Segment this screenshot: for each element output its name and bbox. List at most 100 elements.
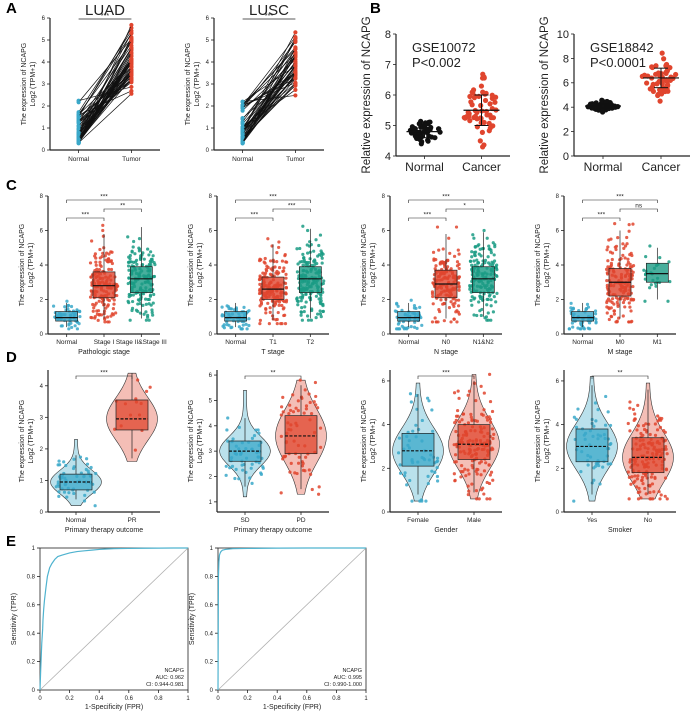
data-point bbox=[111, 313, 115, 317]
y-tick-label: 0 bbox=[209, 332, 213, 338]
data-point bbox=[598, 482, 602, 486]
y-tick-label: 2 bbox=[209, 475, 213, 481]
y-tick-label: 2 bbox=[206, 104, 210, 110]
tumor-point bbox=[129, 78, 134, 83]
data-point bbox=[629, 482, 633, 486]
data-point bbox=[613, 222, 617, 226]
sig-label: *** bbox=[616, 194, 624, 201]
data-point bbox=[317, 243, 321, 248]
data-point bbox=[605, 311, 609, 315]
data-point bbox=[628, 458, 632, 462]
data-point bbox=[318, 312, 323, 316]
data-point bbox=[457, 298, 461, 302]
y-tick-label: 8 bbox=[385, 29, 391, 41]
data-point bbox=[468, 287, 472, 291]
data-point bbox=[101, 251, 105, 255]
data-point bbox=[658, 497, 662, 501]
data-point bbox=[604, 267, 609, 271]
tumor-point bbox=[293, 63, 298, 68]
x-tick-label: SD bbox=[240, 517, 249, 524]
data-point bbox=[89, 275, 93, 279]
data-point bbox=[628, 400, 632, 404]
data-point bbox=[567, 327, 572, 331]
data-point bbox=[92, 306, 96, 310]
data-point bbox=[453, 478, 457, 482]
data-point bbox=[482, 228, 486, 233]
normal-point bbox=[76, 100, 81, 105]
data-point bbox=[452, 317, 456, 321]
data-point bbox=[477, 252, 481, 256]
data-point bbox=[488, 262, 492, 267]
data-point bbox=[93, 254, 97, 258]
y-tick-label: 4 bbox=[40, 384, 44, 390]
data-point bbox=[281, 395, 285, 399]
dataset-label: GSE18842 bbox=[590, 40, 654, 55]
sig-label: *** bbox=[265, 13, 273, 20]
data-point bbox=[626, 296, 630, 300]
data-point bbox=[275, 317, 279, 322]
data-point bbox=[222, 326, 226, 330]
box bbox=[284, 415, 318, 455]
data-point bbox=[304, 455, 308, 459]
data-point bbox=[95, 309, 99, 313]
y-tick-label: 1 bbox=[210, 546, 214, 552]
data-point bbox=[144, 318, 148, 322]
data-point bbox=[456, 304, 461, 308]
data-point bbox=[308, 400, 312, 405]
y-tick-label: 5 bbox=[385, 120, 391, 132]
x-tick-label: 0.2 bbox=[243, 696, 252, 702]
data-point bbox=[594, 419, 598, 423]
data-point bbox=[459, 475, 463, 479]
sig-label: *** bbox=[100, 194, 108, 201]
data-point bbox=[90, 316, 94, 320]
y-tick-label: 5 bbox=[206, 38, 210, 44]
y-axis-title: Relative expression of NCAPG bbox=[361, 16, 373, 173]
y-axis-title-unit: Log2 (TPM+1) bbox=[30, 62, 37, 107]
data-point bbox=[623, 256, 627, 260]
data-point bbox=[607, 317, 611, 322]
data-point bbox=[630, 475, 634, 479]
data-point bbox=[621, 253, 625, 257]
pair-line bbox=[242, 52, 296, 133]
data-point bbox=[457, 262, 461, 266]
data-point bbox=[283, 455, 287, 459]
data-point bbox=[611, 297, 615, 301]
y-tick-label: 5 bbox=[209, 399, 213, 405]
data-point bbox=[470, 263, 474, 267]
data-point bbox=[482, 408, 486, 412]
data-point bbox=[142, 257, 146, 261]
legend-name: NCAPG bbox=[164, 668, 184, 674]
data-point bbox=[241, 468, 245, 472]
cancer-point bbox=[472, 113, 478, 119]
data-point bbox=[101, 228, 105, 233]
data-point bbox=[242, 305, 246, 310]
data-point bbox=[609, 306, 613, 310]
data-point bbox=[641, 482, 645, 486]
y-axis-title-unit: Log2 (TPM+1) bbox=[197, 243, 204, 288]
pair-line bbox=[242, 72, 296, 131]
data-point bbox=[470, 482, 474, 486]
pair-line bbox=[78, 47, 132, 143]
y-axis-title: The expression of NCAPG bbox=[535, 224, 542, 306]
data-point bbox=[131, 293, 135, 297]
data-point bbox=[640, 478, 644, 483]
sig-bracket bbox=[591, 375, 649, 379]
data-point bbox=[472, 259, 476, 263]
data-point bbox=[319, 315, 323, 319]
data-point bbox=[279, 413, 283, 417]
data-point bbox=[230, 464, 235, 468]
data-point bbox=[629, 320, 633, 324]
data-point bbox=[642, 268, 646, 272]
data-point bbox=[431, 294, 435, 299]
data-point bbox=[412, 303, 417, 308]
pair-line bbox=[78, 24, 132, 143]
data-point bbox=[284, 276, 288, 280]
data-point bbox=[612, 312, 617, 316]
data-point bbox=[489, 470, 494, 474]
x-tick-label: 0 bbox=[216, 696, 220, 702]
data-point bbox=[430, 408, 434, 412]
legend-ci: CI: 0.990-1.000 bbox=[324, 682, 362, 688]
tumor-point bbox=[293, 59, 298, 64]
normal-point bbox=[240, 125, 245, 130]
x-tick-label: 0.6 bbox=[303, 696, 312, 702]
